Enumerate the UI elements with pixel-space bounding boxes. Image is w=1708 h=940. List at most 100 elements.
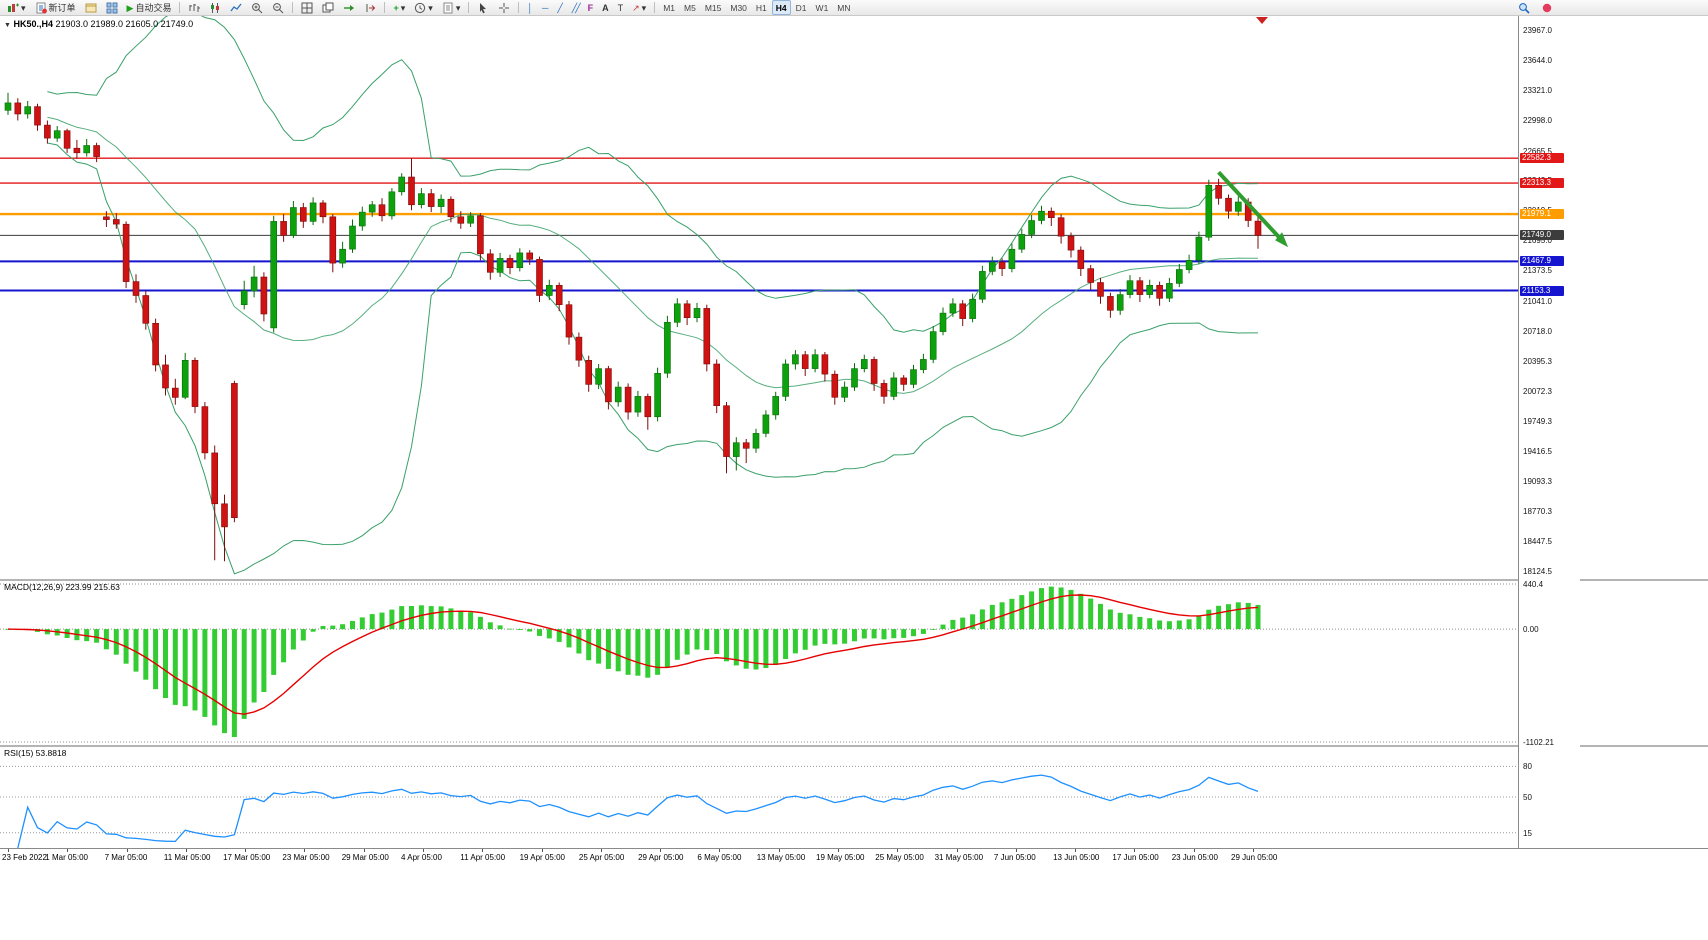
zoom-in-button[interactable] [247, 0, 267, 16]
label-button[interactable]: T [614, 0, 628, 16]
new-order-label: 新订单 [48, 3, 76, 13]
channel-button[interactable]: ╱╱ [568, 0, 583, 16]
timeframe-m15[interactable]: M15 [704, 2, 722, 13]
time-axis-label: 11 Apr 05:00 [460, 853, 506, 862]
timeframe-m1[interactable]: M1 [663, 2, 676, 13]
new-chart-button[interactable]: ▾ [3, 0, 30, 16]
time-tick [1134, 849, 1136, 852]
line-chart-icon [230, 3, 242, 11]
timeframe-d1[interactable]: D1 [795, 2, 807, 13]
auto-scroll-button[interactable] [339, 0, 359, 16]
timeframe-h4[interactable]: H4 [771, 0, 791, 15]
time-tick [363, 849, 365, 852]
price-level-badge: 22582.3 [1520, 153, 1564, 164]
collapse-icon: ▼ [4, 22, 11, 29]
price-level-badge: 21979.1 [1520, 209, 1564, 220]
chart-shift-button[interactable] [360, 0, 380, 16]
crosshair-button[interactable] [494, 0, 514, 16]
price-axis-label: 18447.5 [1523, 537, 1552, 547]
time-tick [956, 849, 958, 852]
auto-trading-button[interactable]: ▶ 自动交易 [123, 0, 176, 16]
dropdown-icon: ▾ [428, 2, 433, 13]
time-tick [838, 849, 839, 852]
arrows-button[interactable]: ↗ ▾ [628, 0, 650, 16]
toolbar-separator [518, 2, 520, 13]
price-axis-label: 21041.0 [1523, 296, 1552, 306]
macd-axis-label: -1102.21 [1523, 738, 1554, 747]
zoom-in-icon [252, 2, 263, 13]
time-axis-label: 1 Mar 05:00 [45, 853, 88, 862]
toolbar-separator [468, 2, 470, 13]
search-icon [1519, 2, 1530, 14]
toolbar-separator [292, 2, 294, 13]
price-axis-label: 21373.5 [1523, 266, 1552, 276]
cursor-button[interactable] [473, 0, 493, 16]
channel-icon: ╱╱ [571, 2, 581, 13]
price-level-badge: 21153.3 [1520, 285, 1564, 296]
bar-chart-button[interactable] [184, 0, 204, 16]
fibonacci-icon: F [587, 2, 594, 13]
time-tick [185, 849, 187, 852]
candlestick-button[interactable] [205, 0, 225, 16]
time-tick [67, 849, 69, 852]
time-axis-label: 25 May 05:00 [875, 853, 924, 862]
timeframe-h1[interactable]: H1 [755, 2, 767, 13]
time-tick [126, 849, 128, 852]
tile-windows-button[interactable] [297, 0, 317, 16]
record-button[interactable] [1537, 0, 1557, 16]
profiles-button[interactable] [81, 0, 101, 16]
time-tick [660, 849, 662, 852]
candlestick-canvas[interactable] [0, 11, 1518, 580]
text-button[interactable]: A [598, 0, 613, 16]
new-order-button[interactable]: 新订单 [31, 0, 80, 16]
dropdown-icon: ▾ [455, 2, 461, 13]
price-axis[interactable]: 23967.023644.023321.022998.022665.522342… [1518, 16, 1580, 848]
record-icon [1542, 3, 1552, 12]
rsi-canvas[interactable] [0, 746, 1518, 849]
timeframe-mn[interactable]: MN [837, 2, 851, 13]
dropdown-icon: ▾ [21, 2, 26, 13]
arrows-icon: ↗ [632, 2, 640, 13]
charts-button[interactable] [102, 0, 122, 16]
auto-scroll-icon [344, 4, 355, 11]
time-axis-label: 23 Feb 2022 [2, 853, 47, 862]
time-tick [304, 849, 306, 852]
search-button[interactable] [1514, 0, 1534, 16]
price-chart-panel[interactable]: ▼ HK50.,H4 21903.0 21989.0 21605.0 21749… [0, 11, 1518, 580]
time-axis-label: 13 May 05:00 [756, 853, 806, 862]
timeframe-w1[interactable]: W1 [815, 2, 829, 13]
zoom-out-button[interactable] [268, 0, 288, 16]
horizontal-line-button[interactable]: ─ [538, 0, 552, 16]
time-tick [600, 849, 602, 852]
timeframe-m5[interactable]: M5 [684, 2, 696, 13]
dropdown-icon: ▾ [641, 2, 647, 13]
panel-separator[interactable] [0, 745, 1708, 747]
panel-separator[interactable] [0, 579, 1708, 581]
time-axis-label: 29 Jun 05:00 [1231, 853, 1278, 862]
time-axis-label: 19 Apr 05:00 [519, 853, 565, 862]
indicators-button[interactable]: + ▾ [389, 0, 409, 16]
macd-panel[interactable]: MACD(12,26,9) 223.99 215.63 [0, 580, 1518, 746]
periods-button[interactable]: ▾ [410, 0, 437, 16]
time-axis-label: 23 Jun 05:00 [1171, 853, 1218, 862]
label-icon: T [617, 2, 624, 13]
line-chart-button[interactable] [226, 0, 246, 16]
time-axis-label: 4 Apr 05:00 [401, 853, 442, 862]
rsi-panel[interactable]: RSI(15) 53.8818 [0, 746, 1518, 849]
templates-button[interactable]: ▾ [438, 0, 465, 16]
macd-axis-label: 0.00 [1523, 625, 1539, 635]
price-axis-label: 22998.0 [1523, 115, 1552, 125]
charts-icon [106, 2, 118, 13]
timeframe-m30[interactable]: M30 [730, 2, 747, 13]
chart-header: ▼ HK50.,H4 21903.0 21989.0 21605.0 21749… [4, 19, 193, 29]
time-axis[interactable]: 23 Feb 2022 1 Mar 05:00 7 Mar 05:00 11 Mar … [0, 848, 1708, 866]
macd-main-value: 223.99 [65, 582, 92, 592]
time-tick [245, 849, 247, 852]
dropdown-icon: ▾ [400, 2, 406, 13]
fibonacci-button[interactable]: F [584, 0, 598, 16]
macd-canvas[interactable] [0, 580, 1518, 746]
cascade-windows-button[interactable] [318, 0, 338, 16]
trendline-button[interactable]: ╱ [553, 0, 566, 16]
vertical-line-button[interactable]: │ [523, 0, 537, 16]
price-axis-label: 19093.3 [1523, 477, 1552, 487]
